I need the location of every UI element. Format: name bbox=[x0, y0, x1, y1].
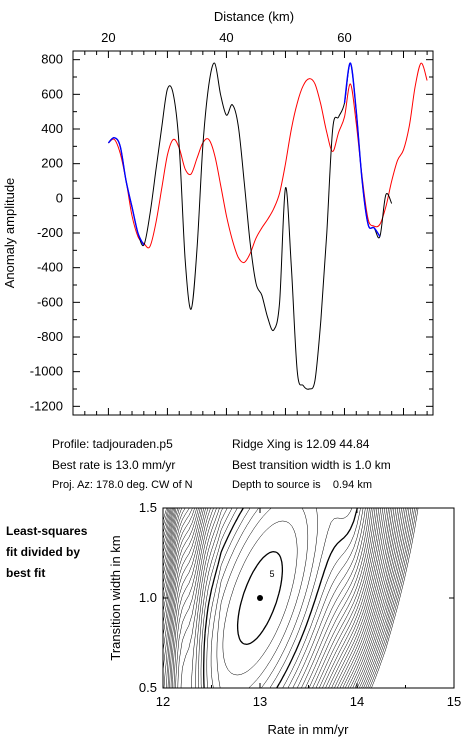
contour-x-axis-label: Rate in mm/yr bbox=[268, 722, 350, 737]
contour-line bbox=[162, 507, 399, 689]
contour-line bbox=[162, 507, 412, 689]
contour-line bbox=[203, 507, 358, 689]
contour-ticks: 12 13 14 15 1.5 1.0 0.5 bbox=[139, 500, 461, 709]
y-tick-label: 0 bbox=[56, 190, 63, 205]
y-tick-label: -1000 bbox=[30, 364, 63, 379]
misfit-contour-plot: 12 13 14 15 1.5 1.0 0.5 Rate in mm/yr Transiti… bbox=[108, 500, 461, 737]
best-rate: Best rate is 13.0 mm/yr bbox=[52, 458, 176, 472]
contour-value-label: 5 bbox=[269, 569, 274, 579]
contour-x-tick-label: 12 bbox=[156, 694, 170, 709]
contour-line bbox=[162, 507, 402, 689]
contour-y-axis-label: Transition width in km bbox=[108, 535, 123, 660]
profile-plot-frame bbox=[72, 50, 434, 416]
contour-line bbox=[162, 507, 410, 689]
x-tick-label: 60 bbox=[337, 30, 351, 45]
contour-line bbox=[162, 507, 389, 689]
profile-series-line bbox=[343, 62, 381, 237]
contour-x-tick-label: 14 bbox=[350, 694, 364, 709]
contour-line bbox=[166, 507, 386, 689]
contour-line bbox=[162, 507, 391, 689]
contour-line bbox=[198, 507, 364, 689]
contour-x-tick-label: 15 bbox=[447, 694, 461, 709]
profile-series-line bbox=[108, 62, 393, 390]
contour-line bbox=[175, 507, 374, 689]
contour-line bbox=[162, 507, 395, 689]
profile-ticks: 800 600 400 200 0 -200 -400 -600 -800 -1000 -1200 2… bbox=[30, 30, 433, 415]
contour-line bbox=[162, 507, 408, 689]
misfit-contours bbox=[162, 507, 419, 689]
y-tick-label: -1200 bbox=[30, 398, 63, 413]
projection-azimuth: Proj. Az: 178.0 deg. CW of N bbox=[52, 479, 193, 491]
side-caption-line-1: Least-squares bbox=[6, 524, 88, 538]
profile-series-line bbox=[108, 62, 428, 264]
contour-x-tick-label: 13 bbox=[253, 694, 267, 709]
contour-line bbox=[170, 507, 380, 689]
contour-line bbox=[162, 507, 414, 689]
side-caption: Least-squares fit divided by best fit bbox=[6, 521, 87, 584]
profile-series-line bbox=[107, 136, 145, 246]
contour-line bbox=[162, 507, 393, 689]
x-axis-label: Distance (km) bbox=[214, 9, 294, 24]
y-tick-label: 600 bbox=[41, 86, 63, 101]
y-tick-label: -600 bbox=[37, 294, 63, 309]
contour-line bbox=[222, 520, 298, 676]
contour-line bbox=[173, 507, 376, 689]
contour-y-tick-label: 1.5 bbox=[139, 500, 157, 515]
contour-line bbox=[191, 507, 368, 689]
x-tick-label: 20 bbox=[101, 30, 115, 45]
contour-y-tick-label: 1.0 bbox=[139, 590, 157, 605]
profile-plot: Distance (km) Anomaly amplitude 80060040… bbox=[2, 9, 434, 416]
y-tick-label: -800 bbox=[37, 329, 63, 344]
y-tick-label: 800 bbox=[41, 52, 63, 67]
contour-line bbox=[167, 507, 383, 689]
contour-line bbox=[195, 507, 366, 689]
depth-to-source: Depth to source is 0.94 km bbox=[232, 479, 373, 491]
contour-line bbox=[180, 507, 370, 689]
best-transition-width: Best transition width is 1.0 km bbox=[232, 458, 391, 472]
contour-line bbox=[210, 507, 318, 689]
contour-y-tick-label: 0.5 bbox=[139, 680, 157, 695]
y-tick-label: 400 bbox=[41, 121, 63, 136]
y-tick-label: -400 bbox=[37, 260, 63, 275]
contour-line bbox=[162, 507, 419, 689]
contour-line bbox=[200, 507, 361, 689]
side-caption-line-3: best fit bbox=[6, 566, 46, 580]
side-caption-line-2: fit divided by bbox=[6, 545, 81, 559]
y-axis-label: Anomaly amplitude bbox=[2, 178, 17, 289]
contour-line bbox=[163, 507, 387, 689]
contour-line bbox=[172, 507, 378, 689]
y-tick-label: 200 bbox=[41, 156, 63, 171]
profile-lines bbox=[107, 62, 428, 390]
contour-line bbox=[206, 507, 353, 689]
contour-line bbox=[162, 507, 400, 689]
contour-line bbox=[177, 507, 372, 689]
ridge-crossing: Ridge Xing is 12.09 44.84 bbox=[232, 437, 370, 451]
contour-line bbox=[162, 507, 406, 689]
y-tick-label: -200 bbox=[37, 225, 63, 240]
contour-line bbox=[236, 550, 284, 646]
best-fit-marker bbox=[257, 595, 263, 601]
contour-line bbox=[169, 507, 382, 689]
contour-line bbox=[162, 507, 404, 689]
contour-line bbox=[162, 507, 397, 689]
profile-name: Profile: tadjouraden.p5 bbox=[52, 437, 173, 451]
x-tick-label: 40 bbox=[219, 30, 233, 45]
contour-line bbox=[216, 507, 309, 689]
